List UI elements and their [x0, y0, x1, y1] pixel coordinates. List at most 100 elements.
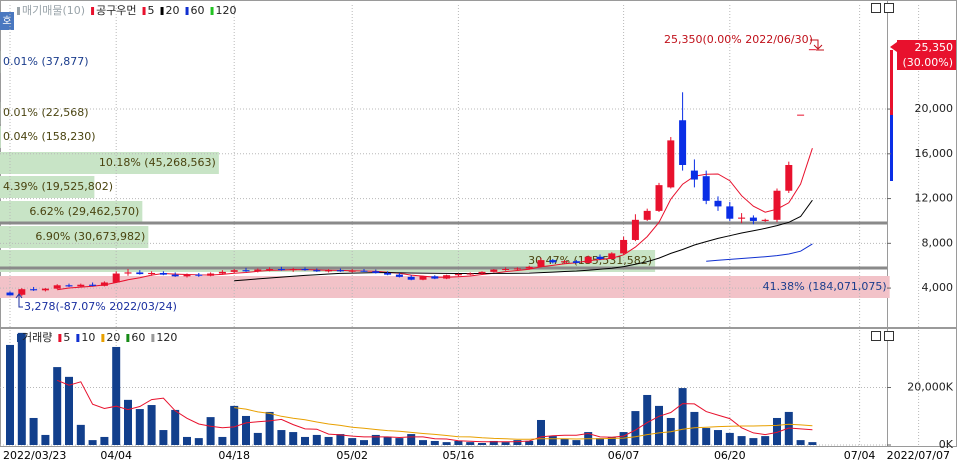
candle-body — [53, 285, 61, 289]
volume-bar — [690, 411, 699, 445]
x-tick-label: 2022/03/23 — [3, 449, 66, 462]
candle-body — [561, 261, 569, 263]
profile-bar — [0, 226, 149, 248]
candle-body — [348, 270, 356, 272]
ma-line — [57, 379, 813, 443]
volume-bar — [655, 405, 663, 445]
volume-bar — [808, 442, 817, 445]
legend-label: 20 — [166, 4, 180, 17]
candle-body — [749, 217, 757, 221]
volume-bar — [277, 430, 286, 445]
window-button[interactable] — [884, 3, 894, 13]
x-tick-label: 06/20 — [714, 449, 746, 462]
volume-bar — [596, 438, 604, 445]
window-button[interactable] — [871, 331, 881, 341]
legend-swatch — [76, 334, 80, 342]
candle-body — [360, 270, 368, 272]
candle-body — [254, 269, 262, 272]
volume-bar — [194, 438, 203, 445]
marks — [6, 49, 817, 445]
candle-body — [89, 284, 97, 286]
candle-body — [431, 276, 439, 279]
volume-bar — [714, 430, 722, 445]
x-tick-label: 2022/07/07 — [887, 449, 950, 462]
profile-label: 10.18% (45,268,563) — [99, 156, 216, 169]
candle-body — [537, 260, 545, 267]
volume-bar — [112, 346, 121, 445]
price-tag-pointer — [890, 42, 897, 52]
profile-label: 0.01% (22,568) — [3, 106, 89, 119]
candle-body — [738, 217, 746, 219]
legend-label: 10 — [81, 331, 95, 344]
profile-label: 4.39% (19,525,802) — [3, 180, 113, 193]
candle-body — [395, 274, 403, 277]
legend-label: 60 — [131, 331, 145, 344]
volume-bar — [796, 440, 805, 445]
candle-body — [159, 272, 167, 275]
volume-bar — [253, 432, 262, 445]
legend-label: 매기매물(10) — [22, 4, 85, 17]
x-tick-label: 06/07 — [608, 449, 640, 462]
legend-swatch — [160, 7, 164, 15]
ma-line — [234, 199, 813, 282]
volume-bar — [88, 440, 97, 445]
candle-body — [608, 253, 616, 259]
legend-label: 20 — [106, 331, 120, 344]
volume-bar — [607, 436, 616, 445]
x-tick-label: 07/04 — [844, 449, 876, 462]
volume-bar — [643, 394, 652, 445]
volume-bar — [725, 432, 734, 445]
volume-bar — [548, 436, 557, 445]
volume-bar — [702, 428, 711, 445]
candle-body — [65, 285, 73, 287]
candle-body — [797, 114, 805, 116]
volume-bar — [183, 436, 191, 445]
volume-bar — [324, 436, 333, 445]
side-button[interactable] — [0, 12, 14, 30]
candle-body — [384, 272, 392, 275]
window-button[interactable] — [884, 331, 894, 341]
volume-bar — [395, 438, 404, 445]
candle-body — [773, 190, 781, 220]
candle-body — [785, 165, 793, 191]
candle-body — [407, 276, 415, 280]
candle-body — [30, 289, 38, 291]
x-tick-label: 05/02 — [336, 449, 368, 462]
volume-bar — [171, 409, 180, 445]
volume-bar — [537, 419, 545, 445]
volume-bar — [737, 436, 746, 445]
window-button[interactable] — [871, 3, 881, 13]
candle-body — [525, 266, 533, 269]
volume-bar — [749, 438, 758, 445]
candle-body — [726, 206, 734, 219]
legend-label: 60 — [191, 4, 205, 17]
candle-body — [466, 273, 474, 275]
volume-bar — [419, 440, 427, 445]
candle-body — [41, 288, 49, 291]
volume-bar — [312, 434, 321, 445]
candle-body — [454, 274, 462, 276]
candle-body — [136, 272, 144, 275]
profile-label: 6.90% (30,673,982) — [35, 230, 145, 243]
high-arrow — [810, 39, 824, 51]
candle-body — [301, 269, 309, 271]
volume-bar — [159, 430, 168, 445]
y-tick-label: 16,000 — [915, 147, 954, 160]
low-arrow — [15, 293, 23, 308]
candle-body — [336, 270, 344, 272]
candle-body — [702, 176, 710, 201]
candle-body — [502, 269, 510, 271]
side-button-label[interactable]: 호 — [2, 15, 11, 27]
profile-bar — [0, 176, 95, 198]
volume-bar — [407, 434, 416, 445]
volume-bar — [501, 442, 510, 445]
legend-swatch — [101, 334, 105, 342]
volume-bar — [489, 440, 498, 445]
candle-body — [77, 284, 85, 287]
legend-swatch — [151, 334, 155, 342]
legend-swatch — [185, 7, 189, 15]
profile-label: 0.01% (37,877) — [3, 55, 89, 68]
candle-body — [313, 270, 321, 272]
volume-bar — [6, 344, 14, 445]
